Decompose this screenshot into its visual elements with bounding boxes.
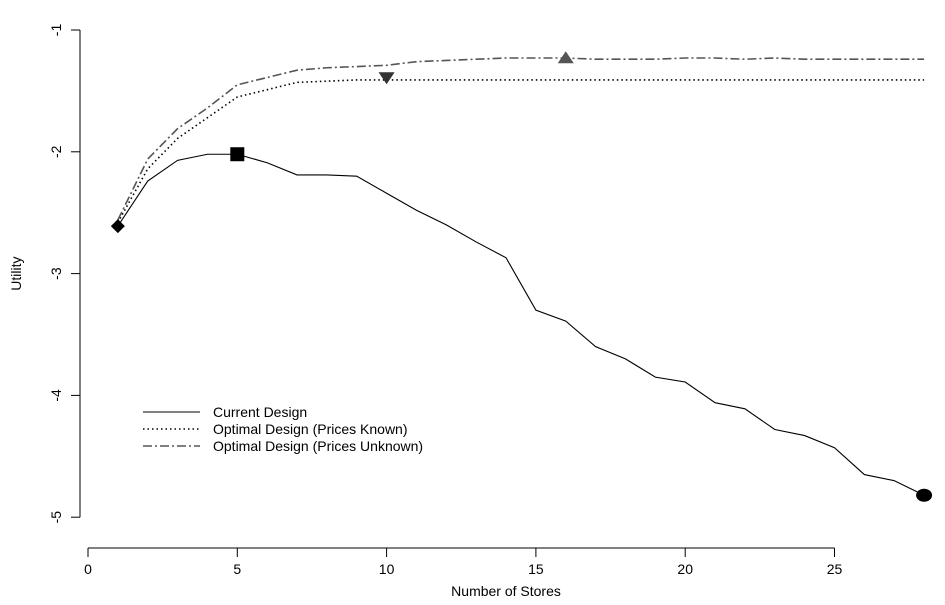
x-tick-label: 25 [827,561,843,577]
y-axis-label: Utility [8,256,24,290]
y-tick-label: -5 [48,511,64,524]
marker-diamond [110,219,125,234]
y-tick-label: -4 [48,389,64,402]
legend-label-1: Current Design [213,404,307,420]
marker-layer [110,51,933,502]
series-line-1 [117,153,925,496]
marker-triangle-down [378,72,395,85]
axes-layer: 0 5 10 15 20 25 -1 -2 -3 -4 -5 [48,24,842,577]
x-tick-label: 5 [233,561,241,577]
x-tick-label: 10 [379,561,395,577]
y-tick-label: -3 [48,267,64,280]
y-tick-label: -2 [48,145,64,158]
series-line-3 [117,57,925,221]
x-tick-label: 20 [677,561,693,577]
y-tick-label: -1 [48,24,64,37]
marker-triangle-up [557,51,574,64]
legend-label-3: Optimal Design (Prices Unknown) [213,438,423,454]
x-axis-label: Number of Stores [451,583,561,599]
legend-label-2: Optimal Design (Prices Known) [213,421,408,437]
x-tick-label: 0 [84,561,92,577]
marker-square [230,147,245,162]
x-tick-label: 15 [528,561,544,577]
series-layer [117,57,925,496]
marker-circle [916,488,933,502]
